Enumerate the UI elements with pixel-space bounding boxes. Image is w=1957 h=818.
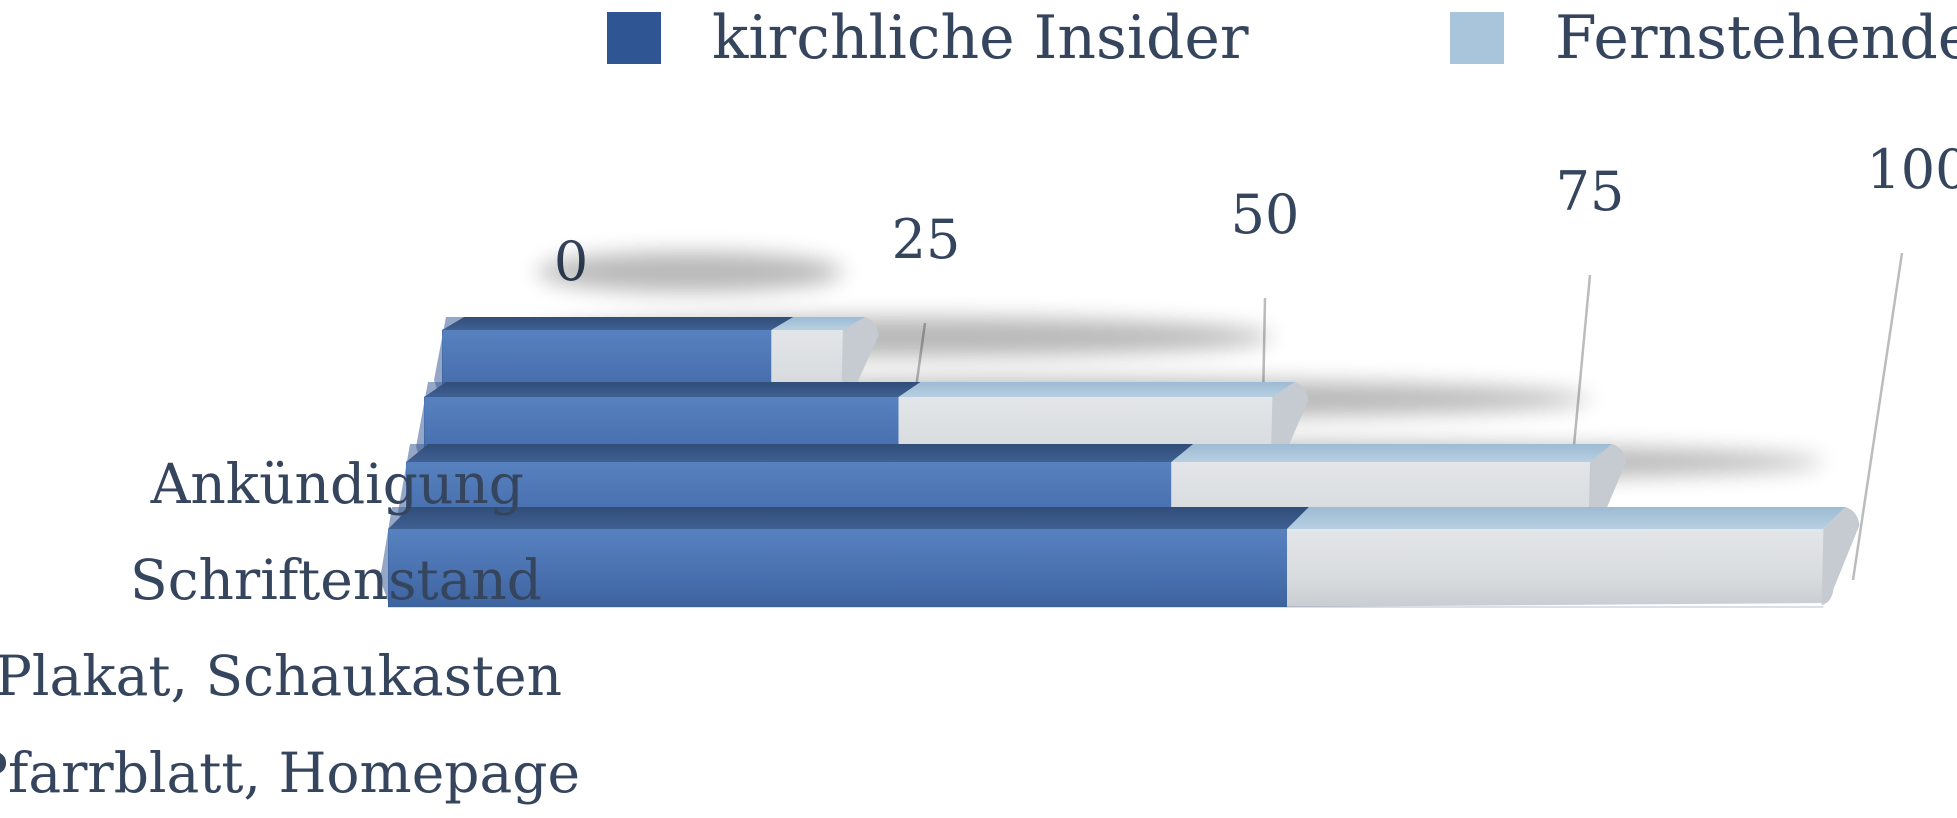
bar-top-fernstehende-plakat-schaukasten	[1171, 444, 1613, 462]
legend-label-fernstehende: Fernstehende	[1555, 3, 1957, 73]
x-tick-label-100: 100	[1866, 138, 1957, 201]
bar-top-fernstehende-ankuendigung	[771, 317, 865, 330]
category-label-pfarrblatt-homepage: Pfarrblatt, Homepage	[0, 741, 580, 805]
category-label-plakat-schaukasten: Plakat, Schaukasten	[0, 644, 562, 708]
bar-start-cap-pfarrblatt-homepage	[380, 507, 410, 607]
legend: kirchliche Insider Fernstehende	[607, 3, 1957, 73]
bar-end-cap-pfarrblatt-homepage	[1821, 507, 1860, 605]
bar-top-kirchliche-insider-pfarrblatt-homepage	[388, 507, 1309, 529]
x-tick-label-75: 75	[1556, 160, 1625, 223]
bar-segment-kirchliche-insider-pfarrblatt-homepage	[388, 529, 1287, 607]
bars	[380, 317, 1860, 608]
bar-top-fernstehende-pfarrblatt-homepage	[1287, 507, 1846, 529]
legend-swatch-kirchliche-insider	[607, 12, 661, 64]
gridline-100	[1851, 252, 1904, 581]
bar-segment-fernstehende-pfarrblatt-homepage	[1287, 529, 1830, 607]
bar-shadow-ankuendigung	[537, 252, 843, 292]
bar-top-kirchliche-insider-schriftenstand	[424, 382, 921, 397]
x-tick-label-50: 50	[1231, 183, 1300, 246]
bar-row-pfarrblatt-homepage	[380, 507, 1860, 608]
x-tick-label-25: 25	[892, 208, 961, 271]
category-label-ankuendigung: Ankündigung	[150, 452, 524, 516]
bar-top-kirchliche-insider-ankuendigung	[442, 317, 794, 330]
legend-swatch-fernstehende	[1450, 12, 1504, 64]
category-labels: Ankündigung Schriftenstand Plakat, Schauka…	[0, 452, 580, 805]
bar-top-kirchliche-insider-plakat-schaukasten	[406, 444, 1194, 462]
legend-label-kirchliche-insider: kirchliche Insider	[712, 3, 1249, 73]
x-axis-tick-labels: 0 25 50 75 100	[554, 138, 1957, 293]
category-label-schriftenstand: Schriftenstand	[130, 548, 542, 612]
bar-top-fernstehende-schriftenstand	[898, 382, 1295, 397]
